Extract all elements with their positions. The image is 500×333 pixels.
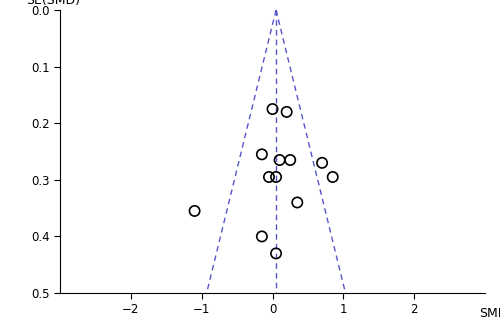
Point [190,208,198,214]
Point [258,152,266,157]
Point [272,251,280,256]
Point [268,107,276,112]
Point [265,174,273,180]
Text: SE(SMD): SE(SMD) [26,0,80,7]
Point [282,109,290,115]
X-axis label: SMD: SMD [480,307,500,320]
Point [294,200,302,205]
Point [328,174,336,180]
Point [258,234,266,239]
Point [318,160,326,166]
Point [276,158,283,163]
Point [286,158,294,163]
Point [272,174,280,180]
